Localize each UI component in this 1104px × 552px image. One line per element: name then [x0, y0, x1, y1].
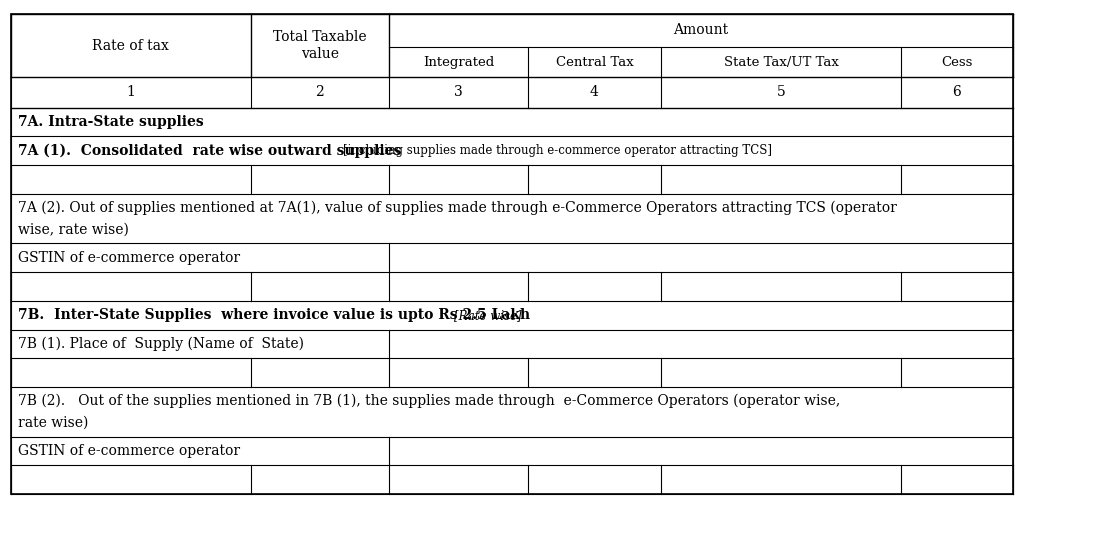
- Text: 5: 5: [776, 86, 785, 99]
- Text: wise, rate wise): wise, rate wise): [18, 222, 129, 236]
- Text: Cess: Cess: [942, 56, 973, 68]
- Text: Total Taxable
value: Total Taxable value: [273, 30, 367, 61]
- Text: 7B (2).   Out of the supplies mentioned in 7B (1), the supplies made through  e-: 7B (2). Out of the supplies mentioned in…: [18, 394, 840, 408]
- Bar: [11, 14, 1012, 494]
- Text: GSTIN of e-commerce operator: GSTIN of e-commerce operator: [18, 251, 241, 265]
- Text: 2: 2: [316, 86, 325, 99]
- Text: rate wise): rate wise): [18, 416, 88, 429]
- Text: [Rate wise]: [Rate wise]: [454, 309, 521, 322]
- Text: 7A (2). Out of supplies mentioned at 7A(1), value of supplies made through e-Com: 7A (2). Out of supplies mentioned at 7A(…: [18, 200, 898, 215]
- Text: [including supplies made through e-commerce operator attracting TCS]: [including supplies made through e-comme…: [343, 144, 773, 157]
- Text: Integrated: Integrated: [423, 56, 495, 68]
- Text: State Tax/UT Tax: State Tax/UT Tax: [723, 56, 838, 68]
- Text: Amount: Amount: [673, 23, 729, 38]
- Text: Central Tax: Central Tax: [555, 56, 634, 68]
- Text: 6: 6: [953, 86, 962, 99]
- Text: 7B (1). Place of  Supply (Name of  State): 7B (1). Place of Supply (Name of State): [18, 337, 304, 351]
- Text: 7A (1).  Consolidated  rate wise outward supplies: 7A (1). Consolidated rate wise outward s…: [18, 144, 406, 158]
- Text: 7B.  Inter-State Supplies  where invoice value is upto Rs 2.5 Lakh: 7B. Inter-State Supplies where invoice v…: [18, 308, 535, 322]
- Text: GSTIN of e-commerce operator: GSTIN of e-commerce operator: [18, 444, 241, 458]
- Text: 7A. Intra-State supplies: 7A. Intra-State supplies: [18, 115, 204, 129]
- Text: Rate of tax: Rate of tax: [92, 39, 169, 52]
- Text: 3: 3: [454, 86, 463, 99]
- Text: 4: 4: [590, 86, 598, 99]
- Text: 1: 1: [126, 86, 135, 99]
